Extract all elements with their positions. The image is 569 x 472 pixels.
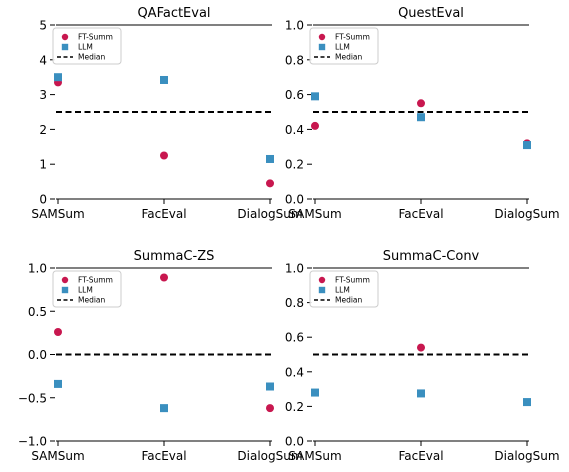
legend-marker-ft-summ bbox=[318, 33, 326, 41]
point-llm-samsum bbox=[54, 73, 62, 82]
y-tick-label: 1 bbox=[39, 158, 47, 172]
y-tick-label: 0.6 bbox=[285, 88, 304, 102]
legend-label-llm: LLM bbox=[78, 43, 93, 52]
chart-title: SummaC-ZS bbox=[134, 249, 215, 264]
legend-marker-ft-summ bbox=[318, 276, 326, 284]
point-llm-samsum bbox=[311, 92, 319, 101]
x-tick-label-samsum: SAMSum bbox=[31, 449, 84, 463]
point-llm-samsum bbox=[311, 388, 319, 397]
legend-label-llm: LLM bbox=[335, 43, 350, 52]
point-ft-summ-faceval bbox=[417, 343, 425, 352]
y-tick-label: 0.0 bbox=[28, 348, 47, 362]
legend-marker-llm bbox=[61, 43, 69, 51]
x-tick-label-faceval: FacEval bbox=[398, 449, 443, 463]
y-tick-label: 1.0 bbox=[285, 262, 304, 276]
legend-label-ft-summ: FT-Summ bbox=[78, 276, 113, 285]
y-tick-label: 0.6 bbox=[285, 331, 304, 345]
y-tick-label: 0 bbox=[39, 193, 47, 207]
x-tick-label-dialogsum: DialogSum bbox=[494, 207, 559, 221]
point-ft-summ-dialogsum bbox=[266, 179, 274, 188]
chart-panel-summac-conv: SummaC-Conv 0.0 0.2 0.4 0.6 0.8 1.0 SAMSum FacEv… bbox=[285, 249, 560, 463]
x-tick-label-faceval: FacEval bbox=[141, 207, 186, 221]
point-llm-dialogsum bbox=[266, 382, 274, 391]
y-tick-label: 0.4 bbox=[285, 123, 304, 137]
legend-label-median: Median bbox=[78, 53, 106, 62]
legend-label-ft-summ: FT-Summ bbox=[335, 276, 370, 285]
y-tick-label: 4 bbox=[39, 53, 47, 67]
point-ft-summ-faceval bbox=[417, 99, 425, 108]
x-tick-label-dialogsum: DialogSum bbox=[494, 449, 559, 463]
legend-frame bbox=[52, 27, 122, 65]
legend-frame bbox=[309, 27, 379, 65]
y-tick-label: 1.0 bbox=[285, 19, 304, 33]
y-tick-label: −0.5 bbox=[18, 391, 47, 405]
legend-frame bbox=[309, 270, 379, 308]
legend-label-median: Median bbox=[78, 296, 106, 305]
point-ft-summ-faceval bbox=[160, 151, 168, 160]
x-tick-label-dialogsum: DialogSum bbox=[237, 207, 302, 221]
legend-marker-llm bbox=[318, 43, 326, 51]
y-tick-label: 0.8 bbox=[285, 296, 304, 310]
x-tick-label-samsum: SAMSum bbox=[288, 449, 341, 463]
point-llm-faceval bbox=[160, 75, 168, 84]
y-tick-label: 0.5 bbox=[28, 305, 47, 319]
legend-marker-llm bbox=[318, 286, 326, 294]
y-tick-label: −1.0 bbox=[18, 435, 47, 449]
point-ft-summ-dialogsum bbox=[266, 404, 274, 413]
legend-label-median: Median bbox=[335, 296, 363, 305]
y-tick-label: 0.2 bbox=[285, 158, 304, 172]
point-ft-summ-samsum bbox=[54, 328, 62, 337]
chart-title: QuestEval bbox=[398, 6, 464, 21]
legend-label-median: Median bbox=[335, 53, 363, 62]
point-ft-summ-faceval bbox=[160, 273, 168, 282]
legend-label-ft-summ: FT-Summ bbox=[78, 33, 113, 42]
point-llm-dialogsum bbox=[523, 141, 531, 150]
y-tick-label: 0.4 bbox=[285, 365, 304, 379]
legend-marker-llm bbox=[61, 286, 69, 294]
chart-panel-questeval: QuestEval 0.0 0.2 0.4 0.6 0.8 1.0 SAMSum FacEval… bbox=[285, 6, 560, 221]
y-tick-label: 5 bbox=[39, 19, 47, 33]
y-tick-label: 0.8 bbox=[285, 53, 304, 67]
legend-label-ft-summ: FT-Summ bbox=[335, 33, 370, 42]
x-tick-label-dialogsum: DialogSum bbox=[237, 449, 302, 463]
legend-frame bbox=[52, 270, 122, 308]
chart-title: SummaC-Conv bbox=[383, 249, 480, 264]
x-tick-label-faceval: FacEval bbox=[141, 449, 186, 463]
x-tick-label-samsum: SAMSum bbox=[288, 207, 341, 221]
y-tick-label: 3 bbox=[39, 88, 47, 102]
legend-marker-ft-summ bbox=[61, 276, 69, 284]
legend-label-llm: LLM bbox=[335, 286, 350, 295]
legend-label-llm: LLM bbox=[78, 286, 93, 295]
x-tick-label-samsum: SAMSum bbox=[31, 207, 84, 221]
point-ft-summ-samsum bbox=[311, 121, 319, 130]
chart-panel-summac-zs: SummaC-ZS −1.0 −0.5 0.0 0.5 1.0 SAMSum FacEval D… bbox=[18, 249, 303, 463]
point-llm-faceval bbox=[417, 113, 425, 122]
legend-marker-ft-summ bbox=[61, 33, 69, 41]
y-tick-label: 2 bbox=[39, 123, 47, 137]
y-tick-label: 0.2 bbox=[285, 400, 304, 414]
point-llm-samsum bbox=[54, 379, 62, 388]
chart-panel-qafacteval: QAFactEval 0 1 2 3 4 5 SAMSum FacEval DialogSum FT… bbox=[31, 6, 302, 221]
x-tick-label-faceval: FacEval bbox=[398, 207, 443, 221]
y-tick-label: 0.0 bbox=[285, 193, 304, 207]
point-llm-faceval bbox=[160, 404, 168, 413]
point-llm-faceval bbox=[417, 389, 425, 398]
chart-title: QAFactEval bbox=[137, 6, 210, 21]
y-tick-label: 0.0 bbox=[285, 435, 304, 449]
point-llm-dialogsum bbox=[266, 154, 274, 163]
point-llm-dialogsum bbox=[523, 398, 531, 407]
y-tick-label: 1.0 bbox=[28, 262, 47, 276]
